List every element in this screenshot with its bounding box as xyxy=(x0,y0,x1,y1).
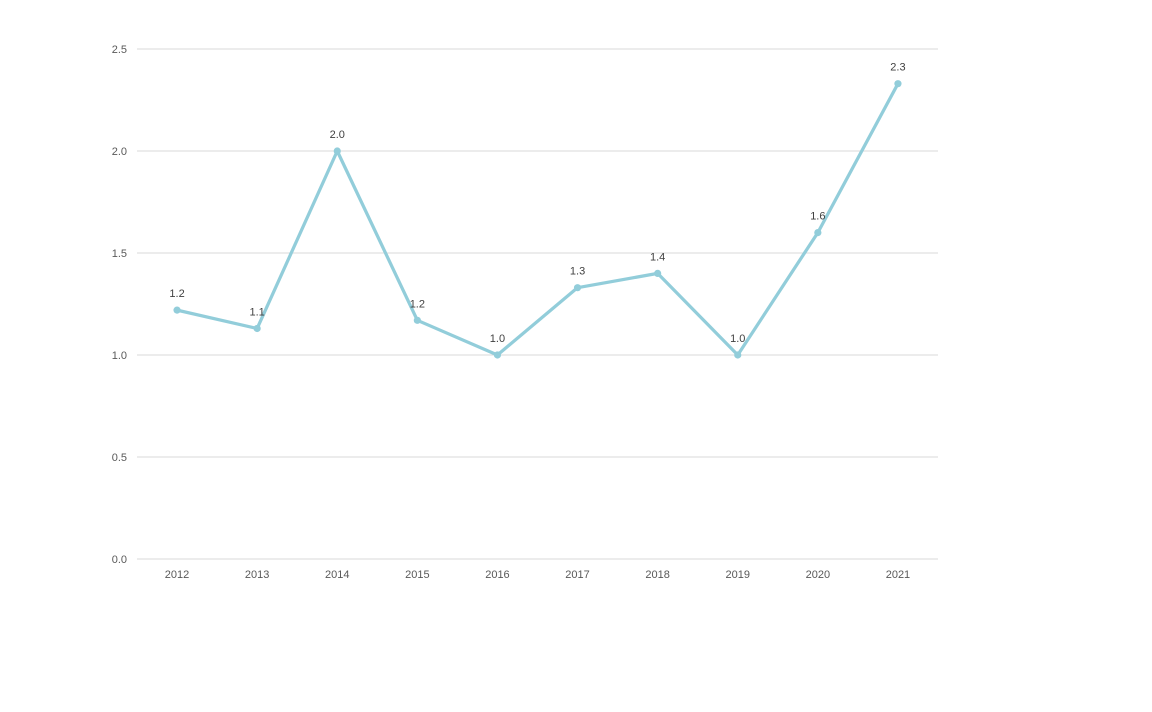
data-point-marker xyxy=(253,324,261,333)
y-axis-tick-label: 2.5 xyxy=(112,44,127,56)
data-point-label: 1.0 xyxy=(730,333,745,345)
data-point-marker xyxy=(173,306,181,314)
y-axis-tick-label: 0.5 xyxy=(112,452,127,464)
y-axis-tick-label: 1.0 xyxy=(112,350,127,362)
data-point-label: 1.4 xyxy=(650,251,665,263)
data-point-marker xyxy=(814,229,822,237)
data-point-marker xyxy=(654,269,662,277)
data-point-label: 2.3 xyxy=(890,62,905,74)
data-point-marker xyxy=(734,351,742,359)
y-axis-tick-label: 0.0 xyxy=(112,554,127,566)
x-axis-tick-label: 2019 xyxy=(726,569,750,581)
x-axis-tick-label: 2017 xyxy=(565,569,589,581)
data-line xyxy=(175,82,900,357)
data-point-label: 1.2 xyxy=(410,298,425,310)
y-axis-tick-label: 1.5 xyxy=(112,248,127,260)
x-axis-tick-label: 2021 xyxy=(886,569,910,581)
x-axis-tick-label: 2018 xyxy=(645,569,669,581)
data-point-label: 1.6 xyxy=(810,211,825,223)
x-axis-tick-label: 2014 xyxy=(325,569,349,581)
x-axis-tick-label: 2016 xyxy=(485,569,509,581)
data-point-marker xyxy=(573,284,582,292)
y-axis-tick-label: 2.0 xyxy=(112,146,127,158)
data-point-label: 1.3 xyxy=(570,266,585,278)
data-point-marker xyxy=(894,80,902,88)
data-point-label: 1.0 xyxy=(490,333,505,345)
data-point-label: 1.2 xyxy=(169,288,184,300)
x-axis-tick-label: 2013 xyxy=(245,569,269,581)
data-point-marker xyxy=(493,351,502,359)
x-axis-tick-label: 2012 xyxy=(165,569,189,581)
data-point-label: 1.1 xyxy=(250,306,265,318)
data-point-label: 2.0 xyxy=(330,129,345,141)
x-axis-tick-label: 2015 xyxy=(405,569,429,581)
data-point-marker xyxy=(333,147,341,155)
data-point-marker xyxy=(413,316,421,324)
x-axis-tick-label: 2020 xyxy=(806,569,830,581)
